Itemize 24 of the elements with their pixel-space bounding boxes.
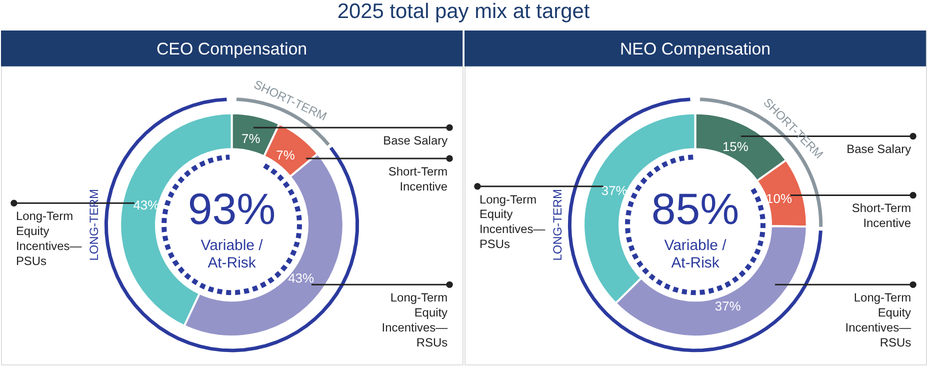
data-label: 7%	[276, 148, 296, 163]
slice-label: Long-Term Equity Incentives—RSUs	[382, 290, 448, 350]
slice-label: Base Salary	[383, 134, 448, 148]
chart-subtitle: CEO Compensation	[156, 39, 308, 58]
text: LONG-TERM	[87, 188, 102, 261]
data-label: 7%	[242, 131, 261, 146]
text: 93%	[188, 184, 276, 234]
chart-subtitle: NEO Compensation	[620, 39, 771, 58]
text: LONG-TERM	[550, 188, 565, 261]
slice-label: Long-Term Equity Incentives—PSUs	[479, 192, 546, 252]
data-label: 10%	[766, 190, 792, 206]
chart-title: 2025 total pay mix at target	[337, 0, 590, 24]
slice-label: Short-Term Incentive	[852, 201, 912, 230]
text: Variable / At-Risk	[200, 236, 264, 272]
data-label: 43%	[288, 270, 314, 286]
data-label: 37%	[601, 182, 628, 198]
data-label: 37%	[714, 298, 742, 314]
text: 85%	[651, 184, 740, 234]
data-label: 15%	[722, 138, 749, 154]
text: Variable / At-Risk	[664, 236, 728, 272]
slice-label: Long-Term Equity Incentives—PSUs	[16, 209, 82, 268]
slice-label: Short-Term Incentive	[388, 164, 448, 194]
slice-label: Base Salary	[846, 142, 912, 156]
slice-label: Long-Term Equity Incentives—RSUs	[845, 290, 912, 350]
